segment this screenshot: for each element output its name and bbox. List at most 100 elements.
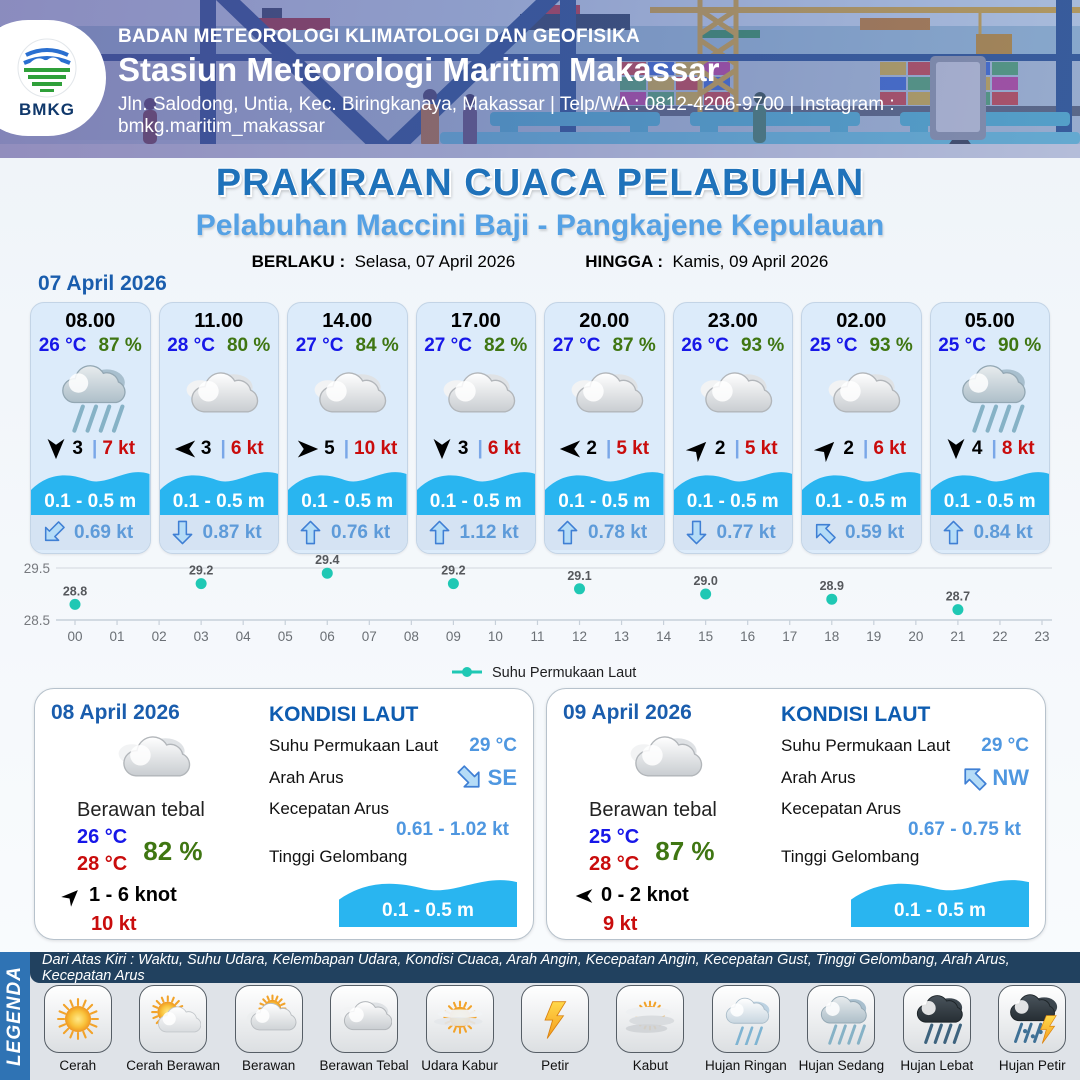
legend-strip: LEGENDA Dari Atas Kiri : Waktu, Suhu Uda… [0,952,1080,1080]
legend-item-udara-kabur: Udara Kabur [412,985,507,1073]
legend-item-label: Udara Kabur [421,1058,498,1073]
day-wind-range: 1 - 6 knot [89,884,177,906]
card-wind-row: 2 | 6 kt [802,435,921,462]
svg-text:00: 00 [67,629,82,644]
card-temperature: 25 °C [809,335,858,356]
berawan-tebal-icon [443,372,515,413]
legend-item-hujan-sedang: Hujan Sedang [794,985,889,1073]
legend-description: Dari Atas Kiri : Waktu, Suhu Udara, Kele… [42,951,1010,984]
card-current-row: 0.84 kt [930,515,1049,550]
card-humidity: 93 % [869,335,913,356]
hourly-forecast-row: 08.00 26 °C 87 % 3 | 7 kt 0.1 - 0.5 m 0.… [30,302,1050,554]
berawan-tebal-icon [571,372,644,413]
card-temperature: 27 °C [424,335,472,356]
petir-icon [544,1001,567,1039]
card-time: 08.00 [65,310,116,332]
berawan-tebal-icon [118,736,191,777]
svg-text:13: 13 [614,629,629,644]
day-temp-min: 25 °C [589,826,640,848]
wave-graphic [545,472,664,515]
wind-direction-arrow-icon [947,438,965,459]
card-wave-height: 0.1 - 0.5 m [416,462,535,515]
legend-item-kabut: Kabut [603,985,698,1073]
card-wind-speed: 4 [971,437,983,459]
hourly-card-02.00: 02.00 25 °C 93 % 2 | 6 kt 0.1 - 0.5 m 0.… [801,302,922,554]
svg-text:04: 04 [236,629,252,644]
kondisi-laut-title: KONDISI LAUT [781,703,931,726]
wind-direction-arrow-icon [560,440,581,457]
wind-direction-arrow-icon [297,440,319,457]
sst-value: 29 °C [469,735,517,756]
card-wind-row: 3 | 6 kt [160,435,279,462]
kabut-icon [626,1000,675,1033]
legend-title-bar: LEGENDA [0,952,30,1080]
legend-icon-box [616,985,685,1053]
day-wind-row: 1 - 6 knot [61,884,251,907]
legend-item-hujan-lebat: Hujan Lebat [889,985,984,1073]
wind-direction-arrow-icon [433,438,451,459]
card-current-row: 0.76 kt [288,515,407,550]
svg-text:Suhu Permukaan Laut: Suhu Permukaan Laut [492,665,636,681]
bmkg-logo: BMKG [0,20,106,136]
station-name: Stasiun Meteorologi Maritim Makassar [118,51,720,88]
current-direction-value: NW [992,765,1029,790]
svg-text:28.5: 28.5 [24,613,50,628]
station-address: Jln. Salodong, Untia, Kec. Biringkanaya,… [118,94,895,137]
card-temperature: 26 °C [38,335,87,356]
card-wind-speed: 2 [843,437,854,459]
svg-text:18: 18 [824,629,839,644]
hourly-card-23.00: 23.00 26 °C 93 % 2 | 5 kt 0.1 - 0.5 m 0.… [672,302,793,554]
card-time: 11.00 [194,310,244,332]
cerah-berawan-icon [151,995,202,1033]
card-current-speed: 0.78 kt [588,521,648,543]
current-direction-arrow-icon [943,520,963,545]
day-weather-label: Berawan tebal [77,799,205,821]
svg-text:29.2: 29.2 [189,564,213,578]
day-wind-row: 0 - 2 knot [575,884,763,907]
svg-text:12: 12 [572,629,587,644]
day-wind-range: 0 - 2 knot [601,884,689,906]
hourly-card-17.00: 17.00 27 °C 82 % 3 | 6 kt 0.1 - 0.5 m 1.… [415,302,536,554]
current-direction-label: Arah Arus [781,768,856,787]
card-wave-height: 0.1 - 0.5 m [31,462,150,515]
card-wind-speed: 3 [72,437,83,459]
current-direction-arrow-icon [456,765,480,788]
card-current-row: 0.87 kt [159,515,278,550]
card-current-row: 0.78 kt [545,515,664,550]
card-weather-icon-wrap [674,359,793,435]
page-subtitle: Pelabuhan Maccini Baji - Pangkajene Kepu… [195,209,885,242]
card-humidity: 82 % [483,335,528,356]
svg-text:29.2: 29.2 [441,564,465,578]
card-gust: 6 kt [487,437,521,459]
card-wind-speed: 5 [324,437,335,459]
current-speed-label: Kecepatan Arus [781,799,902,818]
legend-item-label: Cerah Berawan [126,1058,221,1073]
current-direction-arrow-icon [44,521,65,542]
wave-graphic [802,472,921,515]
hourly-card-14.00: 14.00 27 °C 84 % 5 | 10 kt 0.1 - 0.5 m 0… [287,302,408,554]
day-humidity: 82 % [143,835,203,866]
page-title: PRAKIRAAN CUACA PELABUHAN [215,162,865,204]
sst-value: 29 °C [981,735,1029,756]
card-time: 05.00 [964,310,1015,332]
separator: | [734,437,740,459]
day-temp-max: 28 °C [77,853,128,875]
current-direction-arrow-icon [964,768,988,791]
hourly-card-20.00: 20.00 27 °C 87 % 2 | 5 kt 0.1 - 0.5 m 0.… [544,302,665,554]
card-wind-row: 3 | 6 kt [417,435,536,462]
card-wind-row: 5 | 10 kt [288,435,407,462]
card-weather-icon-wrap [288,359,407,435]
card-weather-icon-wrap [545,359,664,435]
day-card-date: 08 April 2026 [51,701,180,724]
wind-direction-arrow-icon [575,888,593,903]
wave-graphic [31,472,150,515]
sst-label: Suhu Permukaan Laut [269,736,439,755]
berawan-tebal-icon [186,372,258,413]
svg-text:19: 19 [866,629,881,644]
day-weather-icon-wrap [51,725,251,797]
card-wind-speed: 2 [586,437,597,459]
card-wind-row: 2 | 5 kt [674,435,793,462]
svg-text:01: 01 [110,629,125,644]
card-gust: 6 kt [230,437,264,459]
legend-item-label: Hujan Petir [998,1058,1066,1073]
